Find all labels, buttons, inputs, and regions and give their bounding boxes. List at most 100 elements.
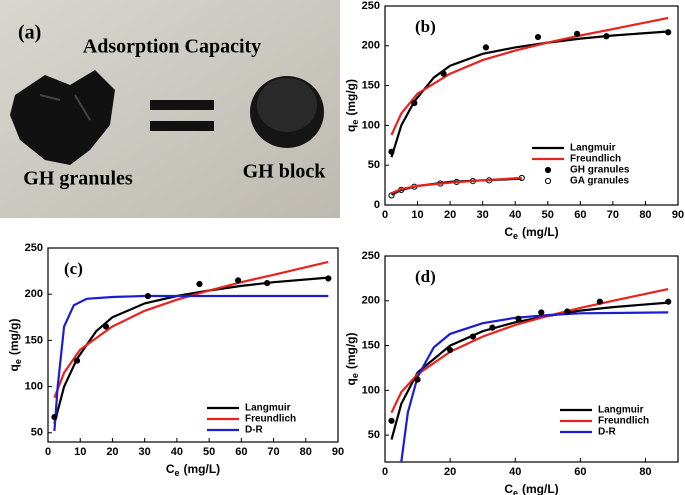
data-point bbox=[665, 29, 672, 36]
granules bbox=[10, 70, 115, 165]
equal-sign bbox=[150, 121, 214, 131]
data-point bbox=[440, 70, 447, 77]
x-tick-label: 40 bbox=[509, 209, 521, 221]
x-tick-label: 40 bbox=[171, 446, 183, 458]
data-point bbox=[573, 30, 581, 37]
panel-label: (c) bbox=[64, 259, 83, 278]
granule-edge bbox=[39, 94, 91, 121]
x-tick-label: 60 bbox=[235, 446, 247, 458]
data-point bbox=[411, 100, 418, 107]
chart: 0 10 20 30 40 50 60 70 80 90 0 50 100 150 200 250 Ce (mg/… bbox=[344, 0, 684, 241]
fit-line bbox=[53, 294, 329, 431]
legend-label: Freundlich bbox=[570, 154, 621, 165]
axis-label: qe (mg/g) bbox=[7, 318, 23, 371]
fit-line bbox=[53, 276, 329, 424]
block-top bbox=[257, 78, 317, 132]
axis-label: Ce (mg/L) bbox=[504, 482, 558, 495]
photo-label: GH block bbox=[243, 161, 327, 183]
x-tick-label: 10 bbox=[74, 446, 86, 458]
y-tick-label: 150 bbox=[362, 80, 380, 92]
data-point bbox=[603, 33, 610, 40]
axis-label-text: C bbox=[504, 225, 513, 239]
y-tick-label: 100 bbox=[362, 384, 380, 396]
panel-label: (b) bbox=[415, 17, 436, 36]
data-point bbox=[102, 323, 110, 330]
fit-line bbox=[390, 288, 669, 414]
x-tick-label: 30 bbox=[477, 209, 489, 221]
axis-label-sub: e bbox=[350, 373, 360, 378]
x-tick-label: 60 bbox=[574, 466, 586, 478]
plot-frame bbox=[384, 5, 679, 206]
data-point bbox=[665, 298, 672, 305]
legend-label: Freundlich bbox=[245, 414, 296, 425]
x-tick-label: 90 bbox=[332, 446, 344, 458]
axis-label-unit: (mg/g) bbox=[7, 318, 21, 355]
legend-label: Langmuir bbox=[245, 403, 291, 414]
y-tick-label: 150 bbox=[25, 334, 43, 346]
y-tick-label: 200 bbox=[25, 288, 43, 300]
axis-label-text: C bbox=[166, 462, 175, 476]
x-tick-label: 80 bbox=[639, 466, 651, 478]
x-tick-label: 50 bbox=[542, 209, 554, 221]
data-point bbox=[564, 308, 571, 315]
axis-label: qe (mg/g) bbox=[344, 79, 360, 132]
axis-label-unit: (mg/g) bbox=[344, 79, 358, 116]
legend-label: Langmuir bbox=[570, 143, 616, 154]
x-tick-label: 70 bbox=[267, 446, 279, 458]
axis-label: Ce (mg/L) bbox=[504, 225, 558, 241]
fit-line bbox=[53, 260, 329, 399]
fit-line bbox=[390, 16, 669, 136]
data-point bbox=[469, 333, 476, 340]
x-tick-label: 10 bbox=[411, 209, 423, 221]
panel-label: (a) bbox=[18, 22, 41, 44]
x-tick-label: 50 bbox=[203, 446, 215, 458]
data-point bbox=[515, 315, 522, 322]
legend-label: GH granules bbox=[570, 165, 630, 176]
fit-line bbox=[391, 176, 522, 195]
x-tick-label: 80 bbox=[300, 446, 312, 458]
y-tick-label: 150 bbox=[362, 339, 380, 351]
y-tick-label: 100 bbox=[25, 380, 43, 392]
equal-sign bbox=[150, 100, 214, 110]
axis-label: qe (mg/g) bbox=[344, 332, 360, 385]
data-point bbox=[489, 324, 496, 331]
x-tick-label: 90 bbox=[672, 209, 684, 221]
x-tick-label: 20 bbox=[444, 209, 456, 221]
plot-frame bbox=[384, 255, 679, 463]
y-tick-label: 50 bbox=[368, 159, 380, 171]
y-tick-label: 200 bbox=[362, 40, 380, 52]
axis-label-text: q bbox=[344, 378, 358, 385]
axis-label-sub: e bbox=[513, 231, 518, 241]
data-point bbox=[534, 33, 542, 41]
x-tick-label: 30 bbox=[139, 446, 151, 458]
data-point bbox=[264, 280, 271, 287]
y-tick-label: 100 bbox=[362, 119, 380, 131]
axis-label-unit: (mg/L) bbox=[184, 462, 221, 476]
axis-label-unit: (mg/L) bbox=[522, 482, 559, 495]
panel-label: (d) bbox=[415, 267, 436, 286]
data-point bbox=[144, 292, 151, 300]
x-tick-label: 0 bbox=[382, 466, 388, 478]
axis-label-unit: (mg/g) bbox=[344, 332, 358, 369]
data-point bbox=[414, 376, 421, 383]
axis-label-text: q bbox=[7, 364, 21, 371]
y-tick-label: 250 bbox=[25, 242, 43, 254]
x-tick-label: 80 bbox=[639, 209, 651, 221]
axis-label-text: q bbox=[344, 125, 358, 132]
legend-swatch bbox=[544, 177, 552, 185]
axis-label-sub: e bbox=[513, 488, 518, 495]
legend-label: GA granules bbox=[570, 176, 630, 187]
y-tick-label: 250 bbox=[362, 250, 380, 262]
legend-label: Freundlich bbox=[598, 416, 649, 427]
axis-label-text: C bbox=[504, 482, 513, 495]
y-tick-label: 250 bbox=[362, 0, 380, 12]
data-point bbox=[73, 357, 81, 364]
legend-label: Langmuir bbox=[598, 405, 644, 416]
x-tick-label: 20 bbox=[444, 466, 456, 478]
axis-label-unit: (mg/L) bbox=[522, 225, 559, 239]
y-tick-label: 50 bbox=[368, 429, 380, 441]
y-tick-label: 0 bbox=[374, 199, 380, 211]
legend-label: D-R bbox=[245, 425, 264, 436]
fit-line bbox=[400, 311, 669, 463]
x-tick-label: 60 bbox=[574, 209, 586, 221]
